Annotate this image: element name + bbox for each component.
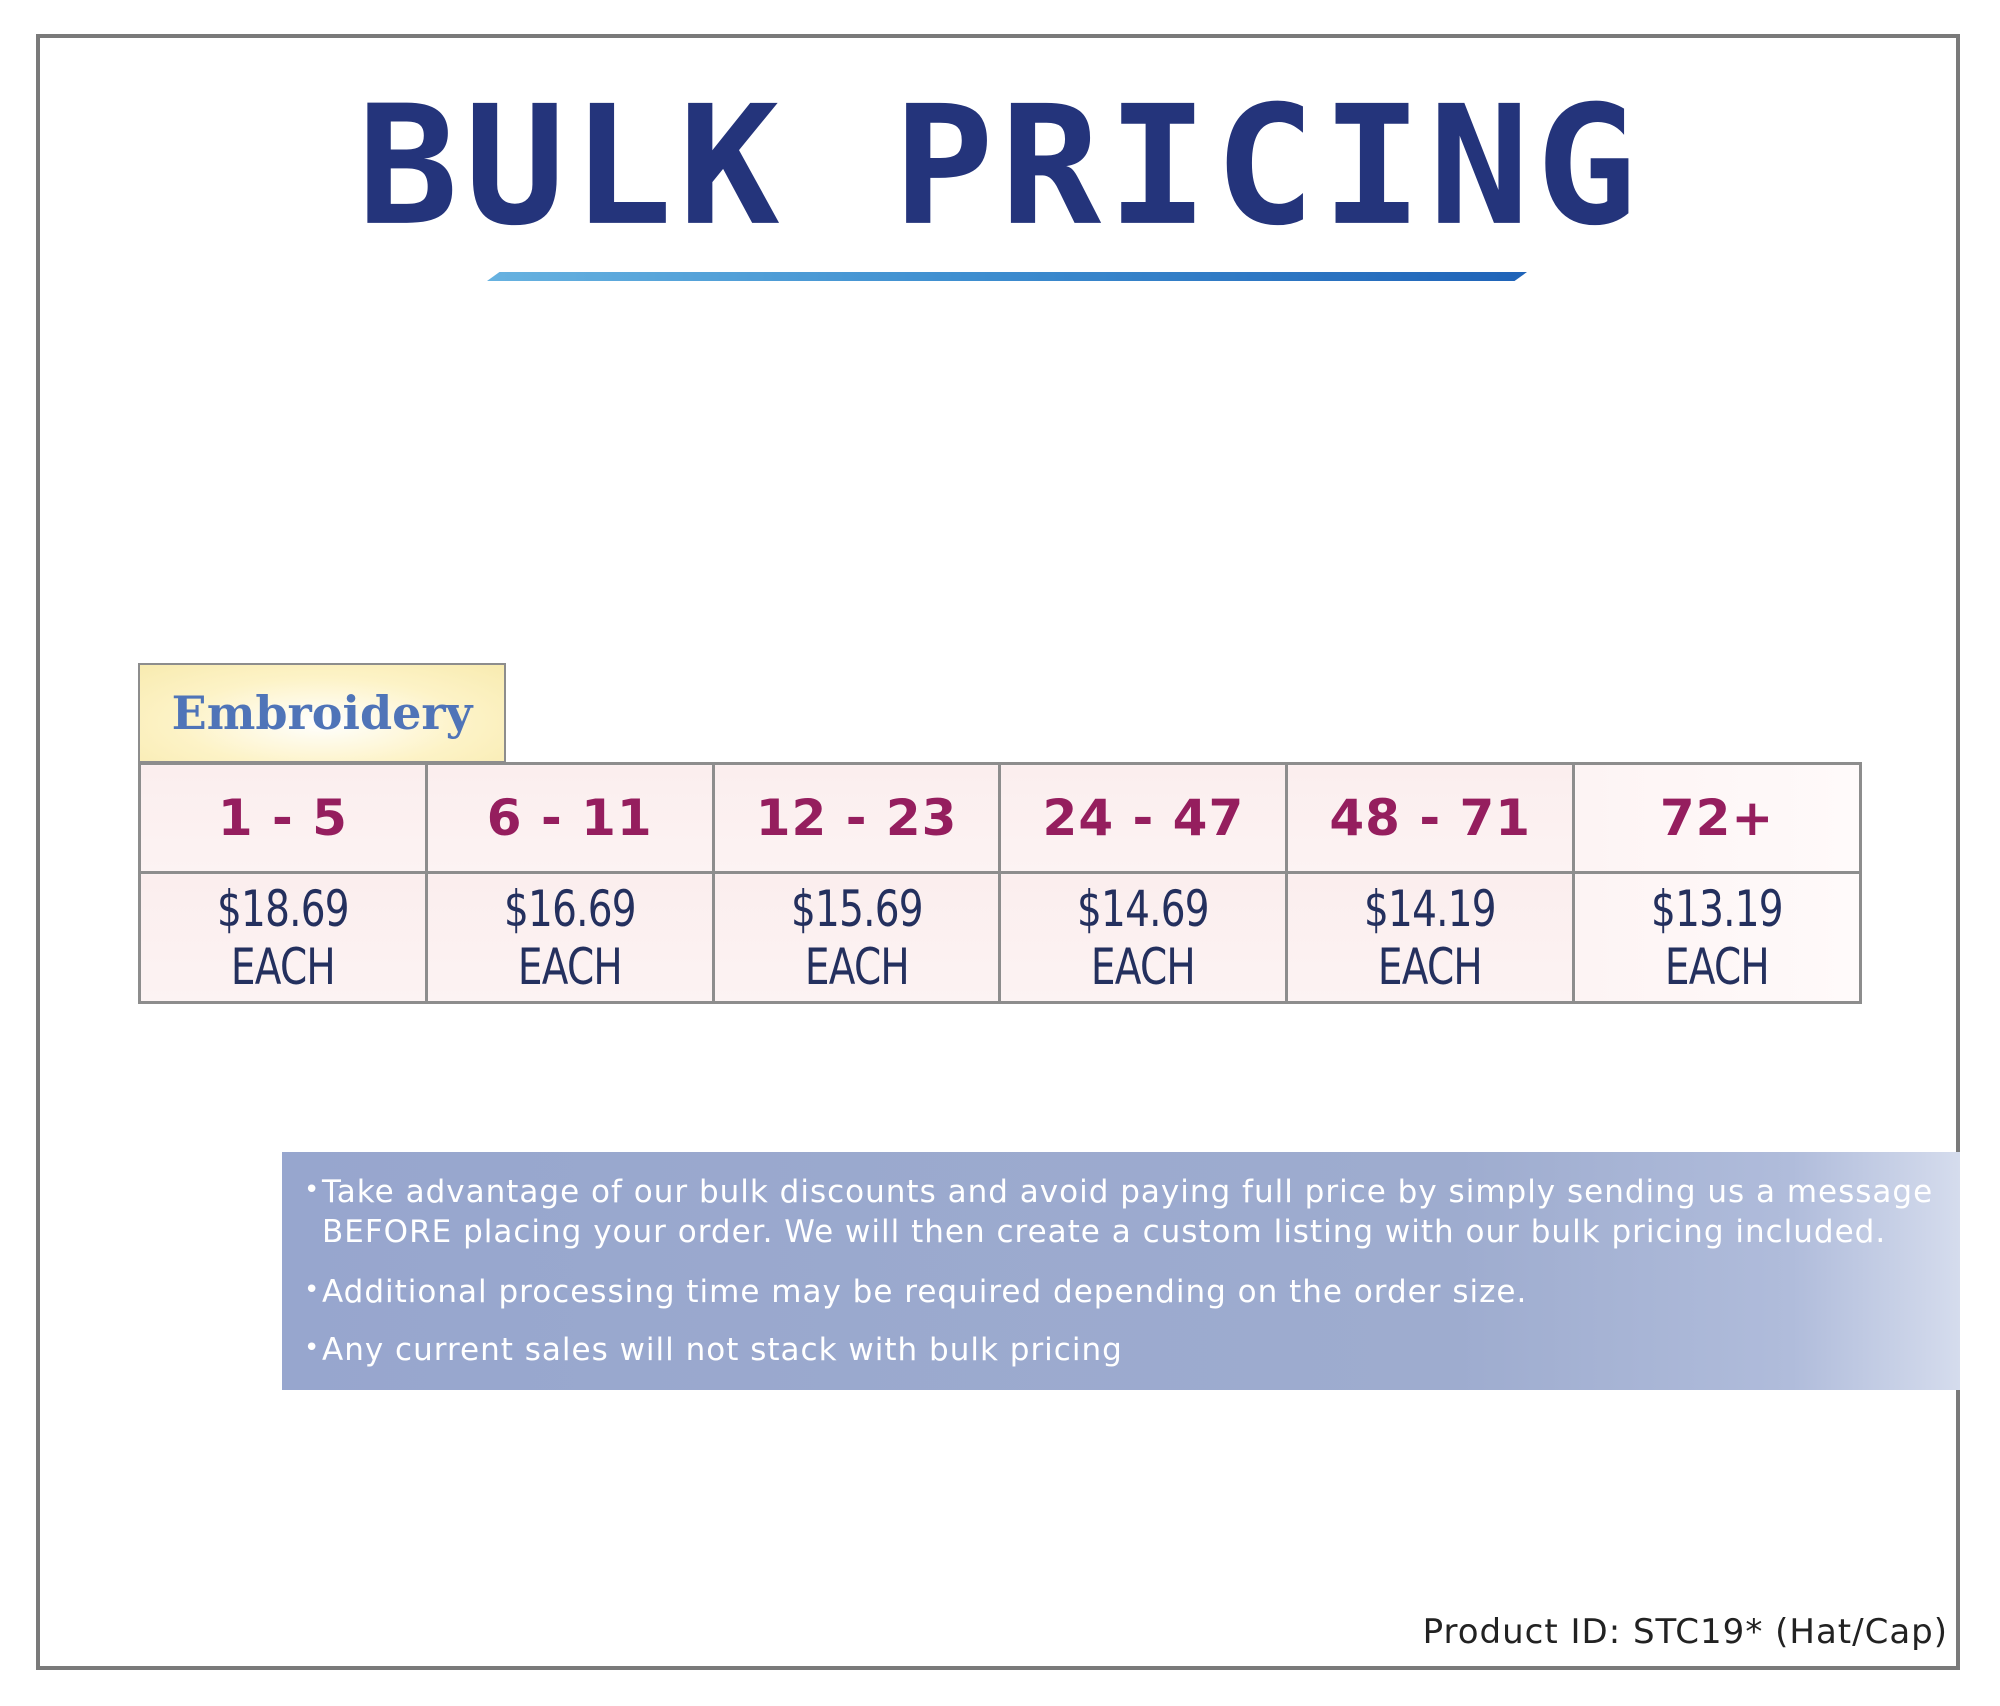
price-cell: $16.69 EACH	[424, 871, 715, 1004]
price-value: $14.19 EACH	[1364, 879, 1497, 996]
price-cell: $18.69 EACH	[138, 871, 428, 1004]
bullet-icon: •	[304, 1333, 321, 1363]
note-text: Additional processing time may be requir…	[322, 1274, 1528, 1310]
bullet-icon: •	[304, 1275, 321, 1305]
price-cell: $15.69 EACH	[711, 871, 1002, 1004]
price-row: $18.69 EACH $16.69 EACH $15.69 EACH $14.…	[138, 871, 1862, 1004]
note-text: Take advantage of our bulk discounts and…	[322, 1174, 1934, 1250]
quantity-cell: 72+	[1572, 762, 1862, 874]
price-value: $16.69 EACH	[503, 879, 637, 996]
quantity-cell: 24 - 47	[998, 762, 1289, 874]
bullet-icon: •	[304, 1175, 321, 1205]
price-value: $15.69 EACH	[790, 879, 924, 996]
quantity-row: 1 - 5 6 - 11 12 - 23 24 - 47 48 - 71 72+	[138, 762, 1862, 874]
page-title: BULK PRICING	[357, 69, 1643, 263]
product-id: Product ID: STC19* (Hat/Cap)	[1422, 1612, 1948, 1652]
price-value: $18.69 EACH	[217, 879, 350, 996]
price-value: $13.19 EACH	[1651, 879, 1784, 996]
quantity-cell: 12 - 23	[711, 762, 1002, 874]
notes-box: • Take advantage of our bulk discounts a…	[282, 1152, 1960, 1390]
quantity-cell: 1 - 5	[138, 762, 428, 874]
quantity-cell: 6 - 11	[424, 762, 715, 874]
quantity-cell: 48 - 71	[1285, 762, 1576, 874]
note-item: • Take advantage of our bulk discounts a…	[302, 1172, 1940, 1252]
title-underline	[487, 272, 1527, 281]
note-item: • Any current sales will not stack with …	[302, 1330, 1940, 1370]
note-item: • Additional processing time may be requ…	[302, 1272, 1940, 1312]
price-cell: $14.19 EACH	[1285, 871, 1576, 1004]
note-text: Any current sales will not stack with bu…	[322, 1332, 1123, 1368]
price-value: $14.69 EACH	[1077, 879, 1211, 996]
price-cell: $13.19 EACH	[1572, 871, 1862, 1004]
pricing-table: 1 - 5 6 - 11 12 - 23 24 - 47 48 - 71 72+…	[138, 762, 1862, 1004]
price-cell: $14.69 EACH	[998, 871, 1289, 1004]
category-tab-embroidery: Embroidery	[138, 663, 506, 763]
